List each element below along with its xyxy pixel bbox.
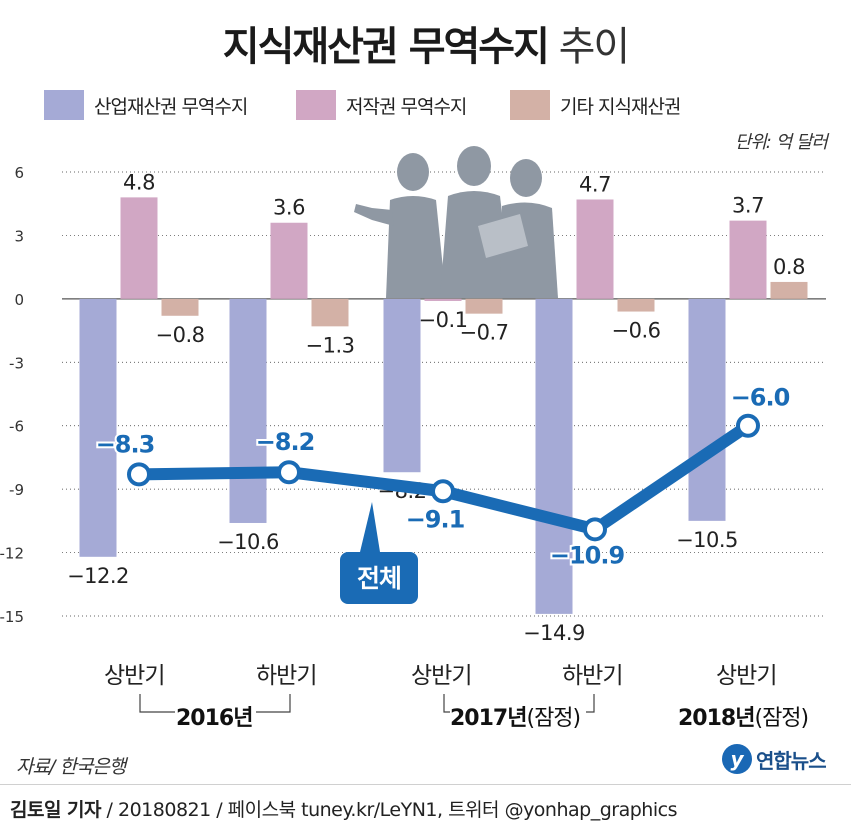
year-2018-label: 2018년 (678, 706, 755, 731)
bar-label-s2-2: 3.6 (273, 196, 305, 220)
y-tick-label-2: 0 (14, 291, 24, 309)
bar-s3-4 (617, 298, 655, 312)
y-tick-label-6: -12 (0, 545, 24, 563)
year-2016-label: 2016년 (176, 706, 253, 731)
footer-divider (0, 784, 851, 785)
y-tick-label-0: 6 (14, 164, 24, 182)
bar-s1-3 (383, 298, 421, 473)
bar-label-s1-1: −12.2 (67, 564, 129, 588)
yonhap-logo: y 연합뉴스 (722, 744, 827, 774)
bar-label-s3-2: −1.3 (306, 333, 355, 357)
total-callout-label: 전체 (357, 564, 401, 593)
bar-label-s2-5: 3.7 (732, 194, 764, 218)
people-silhouette-image (354, 146, 558, 298)
period-label-5: 상반기 (716, 663, 777, 689)
bar-label-s2-4: 4.7 (579, 172, 611, 196)
period-label-3: 상반기 (411, 663, 472, 689)
legend-label-copyright: 저작권 무역수지 (346, 95, 467, 118)
bracket-2017-right (586, 694, 595, 713)
year-2018-provisional: (잠정) (754, 706, 809, 731)
year-2017-label: 2017년 (450, 706, 527, 731)
legend-swatch-industrial (44, 90, 84, 120)
year-2017-provisional: (잠정) (526, 706, 581, 731)
bar-label-s1-4: −14.9 (523, 621, 585, 645)
total-label-3: −9.1 (406, 505, 465, 533)
bar-label-s3-4: −0.6 (612, 319, 661, 343)
bar-s2-1 (120, 197, 158, 299)
bar-label-s3-1: −0.8 (156, 323, 205, 347)
bar-label-s3-3: −0.7 (460, 321, 509, 345)
y-tick-label-7: -15 (0, 608, 24, 626)
bracket-2016-left (139, 694, 175, 713)
total-label-1: −8.3 (96, 430, 155, 458)
unit-label: 단위: 억 달러 (734, 132, 828, 153)
legend-swatch-other (510, 90, 550, 120)
yonhap-logo-mark: y (722, 744, 752, 774)
bar-label-s2-1: 4.8 (123, 170, 155, 194)
title-bold: 지식재산권 무역수지 (222, 24, 550, 70)
total-point-2 (277, 460, 301, 485)
period-label-2: 하반기 (256, 663, 317, 689)
y-tick-label-5: -9 (9, 481, 24, 499)
year-2018: 2018년(잠정) (678, 700, 809, 732)
total-line: −8.3 −8.2 −9.1 −10.9 −6.0 전체 (94, 382, 793, 604)
credit-details: / 20180821 / 페이스북 tuney.kr/LeYN1, 트위터 @y… (101, 799, 678, 821)
total-callout-box (340, 552, 418, 604)
bar-s1-4 (535, 298, 573, 614)
bar-label-s2-3: −0.1 (419, 308, 468, 332)
bar-s3-1 (161, 298, 199, 316)
bar-label-s3-5: 0.8 (773, 255, 805, 279)
year-2016: 2016년 (176, 700, 253, 732)
bracket-2017-left (443, 694, 450, 713)
total-label-4: −10.9 (550, 541, 625, 569)
bar-s1-2 (229, 298, 267, 523)
bar-s2-3 (424, 298, 462, 301)
bar-s3-5 (770, 281, 808, 299)
total-point-4 (583, 517, 607, 542)
legend-item-other: 기타 지식재산권 (510, 90, 681, 120)
credit-line: 김토일 기자 / 20180821 / 페이스북 tuney.kr/LeYN1,… (10, 795, 677, 822)
bar-s3-3 (465, 298, 503, 314)
bars (79, 197, 808, 614)
legend-item-industrial: 산업재산권 무역수지 (44, 90, 248, 120)
legend-label-other: 기타 지식재산권 (560, 95, 681, 118)
legend-swatch-copyright (296, 90, 336, 120)
title-normal: 추이 (558, 24, 631, 70)
y-tick-label-3: -3 (9, 354, 24, 372)
chart-title: 지식재산권 무역수지 추이 (0, 14, 851, 72)
year-2017: 2017년(잠정) (450, 700, 581, 732)
bar-s2-2 (270, 222, 308, 299)
period-label-4: 하반기 (562, 663, 623, 689)
credit-author: 김토일 기자 (10, 799, 102, 821)
bar-s2-5 (729, 220, 767, 299)
y-tick-label-1: 3 (14, 227, 24, 245)
legend-item-copyright: 저작권 무역수지 (296, 90, 467, 120)
y-tick-label-4: -6 (9, 418, 24, 436)
period-label-1: 상반기 (104, 663, 165, 689)
bracket-2016-right (256, 694, 291, 713)
total-label-5: −6.0 (731, 384, 790, 412)
total-point-5 (736, 413, 760, 438)
bar-s1-1 (79, 298, 117, 557)
bar-label-s1-2: −10.6 (217, 530, 279, 554)
bar-s3-2 (311, 298, 349, 327)
bar-label-s1-5: −10.5 (676, 528, 738, 552)
yonhap-logo-text: 연합뉴스 (756, 748, 827, 773)
total-label-2: −8.2 (256, 428, 315, 456)
total-callout-pointer (360, 502, 380, 552)
total-point-1 (127, 462, 151, 487)
source-note: 자료/ 한국은행 (16, 756, 126, 778)
legend-label-industrial: 산업재산권 무역수지 (94, 95, 248, 118)
bar-s2-4 (576, 199, 614, 299)
bar-s1-5 (688, 298, 726, 521)
total-point-3 (431, 479, 455, 504)
